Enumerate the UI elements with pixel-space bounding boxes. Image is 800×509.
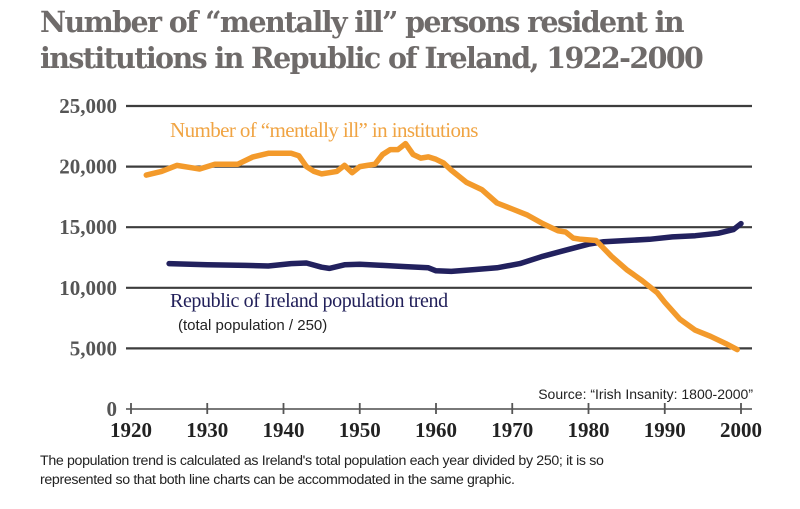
x-tick-label: 1970: [491, 418, 533, 442]
chart-title-line-1: Number of “mentally ill” persons residen…: [40, 5, 685, 39]
x-tick-label: 1960: [415, 418, 457, 442]
series-label-population: Republic of Ireland population trend: [170, 290, 448, 312]
x-tick-label: 1920: [110, 418, 152, 442]
footnote-line-2: represented so that both line charts can…: [40, 472, 515, 488]
footnote: The population trend is calculated as Ir…: [40, 452, 780, 490]
x-axis: [126, 403, 752, 414]
footnote-line-1: The population trend is calculated as Ir…: [40, 453, 604, 469]
series-line-institutions: [143, 140, 740, 353]
y-tick-label: 15,000: [59, 215, 117, 239]
series-line-population: [166, 220, 744, 275]
chart-title-line-2: institutions in Republic of Ireland, 192…: [40, 41, 704, 75]
x-tick-label: 1990: [644, 418, 686, 442]
x-axis-tick-labels: 1920 1930 1940 1950 1960 1970 1980 1990 2000: [110, 418, 762, 442]
chart-title: Number of “mentally ill” persons residen…: [40, 4, 800, 76]
source-note: Source: “Irish Insanity: 1800-2000”: [538, 386, 753, 402]
series-lines: [143, 140, 744, 353]
y-tick-label: 5,000: [70, 336, 117, 360]
x-tick-label: 1940: [263, 418, 305, 442]
y-tick-label: 20,000: [59, 155, 117, 179]
y-tick-label: 10,000: [59, 276, 117, 300]
x-tick-label: 2000: [720, 418, 762, 442]
gridlines: [126, 104, 752, 350]
x-tick-label: 1980: [568, 418, 610, 442]
series-label-institutions: Number of “mentally ill” in institutions: [170, 118, 478, 142]
series-sublabel-population: (total population / 250): [178, 317, 327, 334]
y-tick-label: 0: [107, 397, 118, 421]
x-tick-label: 1930: [186, 418, 228, 442]
x-tick-label: 1950: [339, 418, 381, 442]
y-axis-tick-labels: 0 5,000 10,000 15,000 20,000 25,000: [59, 94, 117, 421]
y-tick-label: 25,000: [59, 94, 117, 118]
